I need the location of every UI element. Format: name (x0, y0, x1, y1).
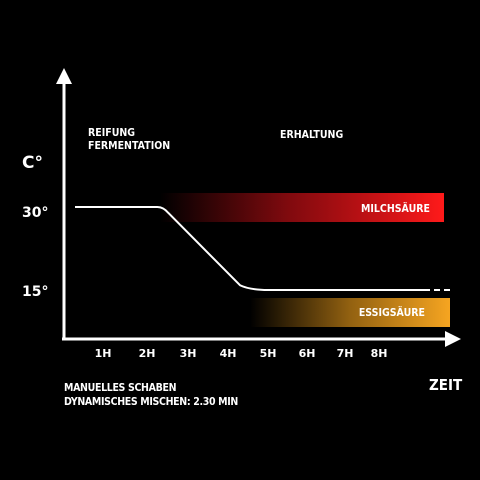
y-axis-arrow (56, 68, 72, 84)
x-tick-2h: 2H (139, 347, 156, 360)
phase-label-erhaltung: ERHALTUNG (280, 128, 343, 141)
note-manuelles-schaben: MANUELLES SCHABEN (64, 381, 177, 394)
x-tick-7h: 7H (337, 347, 354, 360)
x-axis-label: ZEIT (429, 377, 462, 394)
phase-label-reifung: REIFUNG (88, 126, 135, 139)
x-tick-1h: 1H (95, 347, 112, 360)
y-tick-30: 30° (22, 205, 48, 221)
x-tick-6h: 6H (299, 347, 316, 360)
temperature-line (75, 206, 424, 291)
x-tick-5h: 5H (260, 347, 277, 360)
essigsaeure-label: ESSIGSÄURE (359, 304, 425, 319)
x-tick-labels: 1H 2H 3H 4H 5H 6H 7H 8H (95, 347, 388, 360)
x-tick-8h: 8H (371, 347, 388, 360)
phase-label-fermentation: FERMENTATION (88, 139, 170, 152)
y-tick-15: 15° (22, 284, 48, 300)
x-tick-4h: 4H (220, 347, 237, 360)
y-axis-label: C° (22, 153, 43, 173)
note-dynamisches-mischen: DYNAMISCHES MISCHEN: 2.30 MIN (64, 395, 239, 408)
milchsaeure-band (160, 193, 444, 222)
x-axis-arrow (445, 331, 461, 347)
essigsaeure-band (250, 298, 450, 327)
milchsaeure-label: MILCHSÄURE (361, 200, 430, 215)
temperature-curve (75, 206, 451, 291)
x-tick-3h: 3H (180, 347, 197, 360)
